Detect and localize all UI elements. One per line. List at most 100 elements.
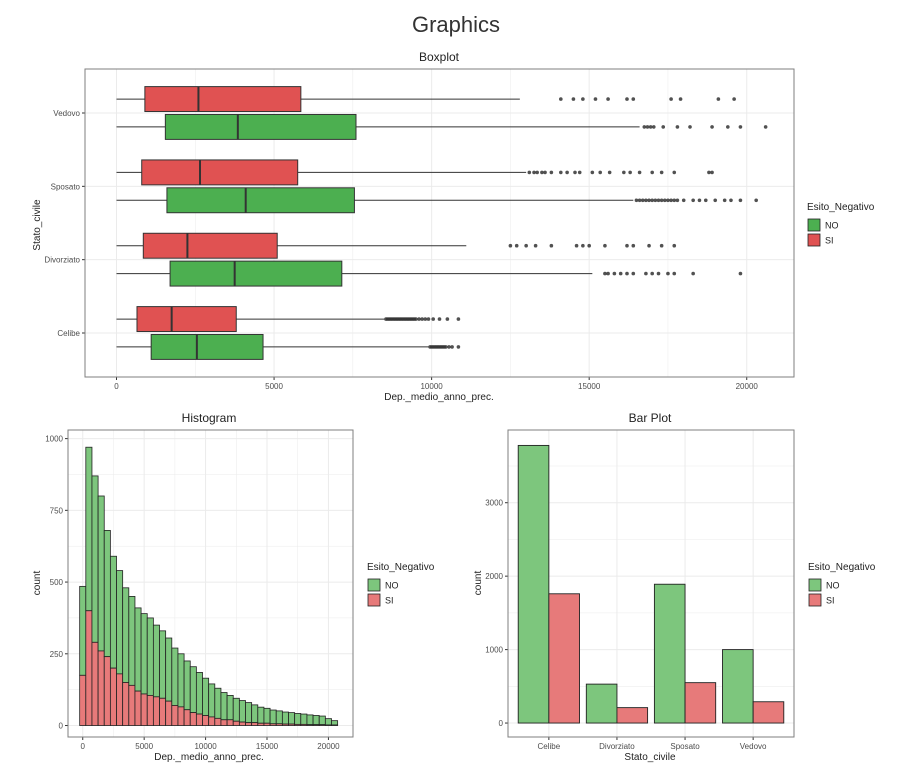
boxplot-x-axis-label: Dep._medio_anno_prec. [384, 392, 494, 403]
boxplot-divorziato-si-outlier [581, 243, 585, 248]
boxplot-y-axis-label: Stato_civile [32, 199, 43, 251]
histogram-bar-si [294, 723, 302, 726]
boxplot-divorziato-si-outlier [549, 243, 554, 248]
boxplot-sposato-si-outlier [672, 170, 677, 175]
histogram-bar-si [134, 690, 142, 726]
boxplot-vedovo-no-box [164, 113, 357, 140]
histogram-bar-no [189, 666, 197, 714]
barplot-legend-key-no [808, 578, 822, 592]
boxplot-sposato-no-outlier [681, 198, 686, 203]
histogram-bar-no [208, 683, 216, 718]
histogram-bar-no [306, 714, 314, 726]
histogram-bar-si [91, 641, 99, 726]
boxplot-sposato-si-outlier [540, 170, 544, 175]
boxplot-sposato-no-outlier [644, 198, 648, 203]
boxplot-divorziato-no-outlier [656, 271, 661, 276]
boxplot-sposato-no-outlier [675, 198, 680, 203]
boxplot-celibe-no-outlier [444, 345, 448, 349]
boxplot-title: Boxplot [419, 50, 460, 64]
boxplot-sposato-si-outlier [622, 170, 626, 175]
boxplot-vedovo-no-outlier [661, 125, 666, 129]
boxplot-celibe-no-outlier [456, 345, 461, 349]
histogram-bar-no [97, 495, 105, 652]
boxplot-vedovo-si-outlier [606, 97, 610, 101]
boxplot-sposato-no-outlier [669, 198, 673, 203]
histogram-bar-no [116, 570, 124, 675]
histogram-bar-si [281, 723, 289, 726]
histogram-bar-si [269, 723, 277, 726]
barplot-x-tick-label: Celibe [538, 742, 561, 751]
histogram-bar-si [245, 722, 253, 726]
boxplot-sposato-si-outlier [527, 170, 532, 175]
boxplot-x-tick-label: 0 [114, 382, 119, 391]
histogram-bar-no [226, 694, 234, 721]
histogram-bar-no [269, 709, 277, 725]
histogram-bar-no [251, 704, 259, 724]
histogram-bar-si [140, 693, 148, 726]
histogram-bar-no [275, 710, 283, 725]
histogram-bar-no [159, 630, 167, 699]
barplot-y-tick-label: 0 [499, 719, 504, 728]
boxplot-sposato-no-outlier [666, 198, 670, 203]
boxplot-sposato-no-outlier [729, 198, 733, 203]
boxplot-sposato-no-outlier [637, 198, 642, 203]
boxplot-vedovo-no-outlier [645, 125, 650, 129]
boxplot-vedovo-si-outlier [581, 97, 585, 101]
boxplot-x-tick-label: 20000 [736, 382, 759, 391]
boxplot-vedovo-no-outlier [726, 125, 730, 129]
boxplot-sposato-si-outlier [628, 170, 632, 175]
histogram-bar-no [165, 637, 173, 702]
histogram-bar-si [183, 709, 191, 726]
barplot-bar-celibe-si [548, 593, 580, 724]
histogram-bar-si [97, 650, 105, 726]
boxplot-vedovo-no-outlier [642, 125, 647, 129]
boxplot-sposato-no-outlier [722, 198, 727, 203]
boxplot-divorziato-si-box [142, 232, 278, 259]
histogram-legend-key-si [367, 593, 381, 607]
boxplot-divorziato-si-outlier [672, 243, 677, 248]
histogram-legend-label-si: SI [385, 596, 394, 606]
barplot-bar-vedovo-no [722, 649, 754, 724]
boxplot-sposato-no-outlier [697, 198, 702, 203]
histogram-bar-no [257, 706, 265, 724]
histogram-bar-no [288, 712, 296, 725]
boxplot-vedovo-no-outlier [648, 125, 653, 129]
histogram-bar-no [331, 720, 339, 726]
histogram-bar-si [189, 712, 197, 726]
histogram-panel-border [67, 429, 354, 738]
histogram-bar-si [226, 719, 234, 726]
histogram-bar-no [91, 475, 99, 643]
boxplot-x-tick-label: 10000 [420, 382, 443, 391]
histogram-bar-si [312, 724, 320, 726]
barplot-bar-vedovo-si [752, 701, 785, 724]
boxplot-sposato-si-outlier [543, 170, 547, 175]
barplot-x-tick-label: Vedovo [740, 742, 767, 751]
boxplot-vedovo-si-outlier [669, 97, 673, 101]
boxplot-sposato-si-outlier [607, 170, 612, 175]
histogram-bar-si [171, 705, 179, 726]
barplot-bar-divorziato-si [616, 707, 649, 724]
boxplot-divorziato-si-outlier [603, 243, 607, 248]
boxplot-vedovo-no-outlier [738, 125, 743, 129]
histogram-bar-no [128, 596, 136, 686]
barplot-legend-key-si [808, 593, 822, 607]
histogram-bar-si [232, 720, 240, 726]
histogram-bar-si [208, 716, 216, 726]
histogram-bar-no [202, 677, 210, 716]
boxplot-sposato-si-outlier [573, 170, 577, 175]
boxplot-legend-title: Esito_Negativo [807, 202, 875, 213]
boxplot-sposato-no-outlier [653, 198, 658, 203]
boxplot-celibe-si-outlier [431, 317, 435, 321]
histogram-bar-no [109, 555, 117, 669]
boxplot-celibe-si-outlier [456, 317, 461, 321]
boxplot-celibe-si-outlier [423, 317, 428, 321]
histogram-x-tick-label: 10000 [194, 742, 217, 751]
boxplot-sposato-si-outlier [532, 170, 536, 175]
boxplot-sposato-si-outlier [559, 170, 563, 175]
boxplot-sposato-si-outlier [535, 170, 539, 175]
histogram-bar-no [195, 672, 203, 715]
histogram-bar-no [300, 713, 308, 725]
boxplot-vedovo-si-outlier [732, 97, 736, 101]
boxplot-legend-label-si: SI [825, 236, 834, 246]
